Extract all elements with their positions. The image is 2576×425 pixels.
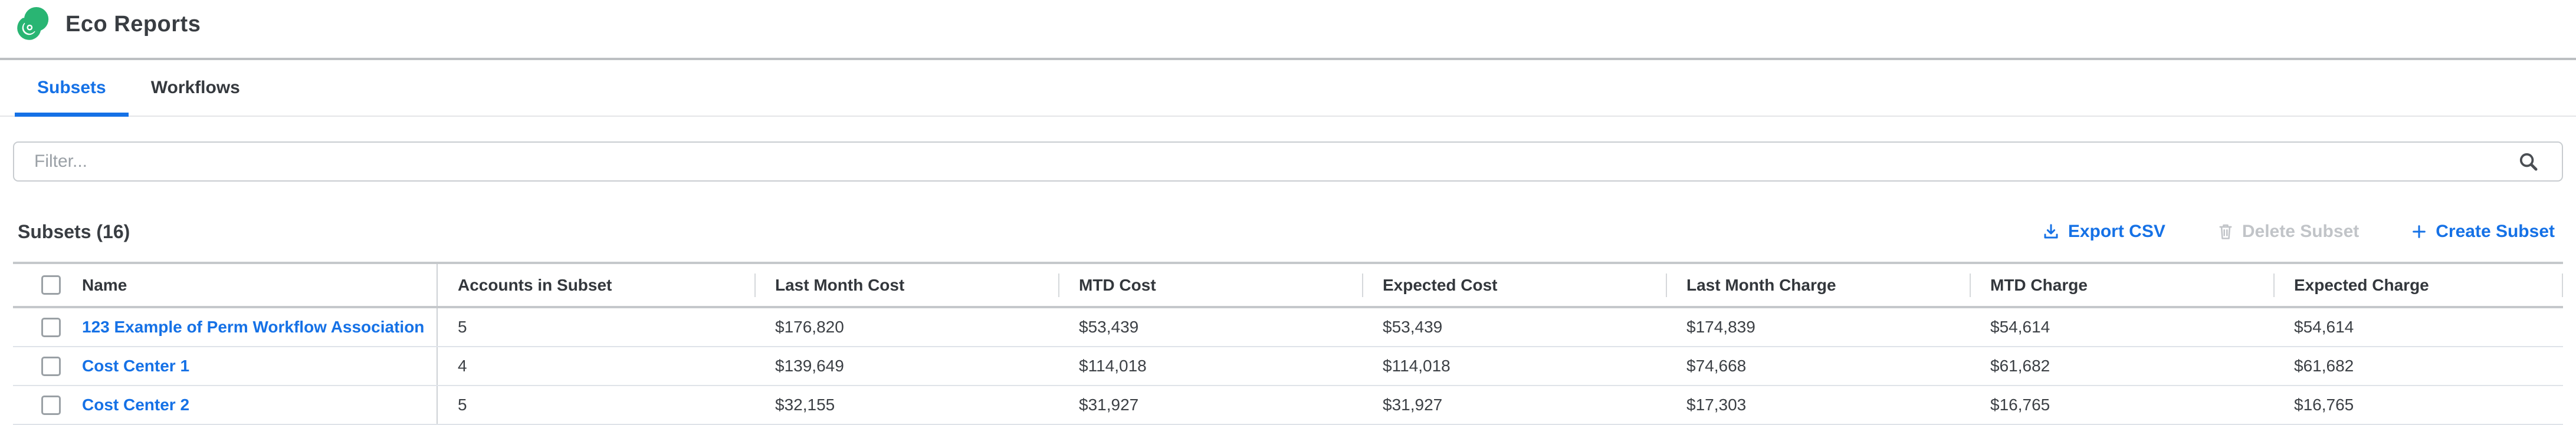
subsets-toolbar: Subsets (16) Export CSV Delete Subset Cr…	[18, 213, 2555, 250]
header-cell-last-month-cost: Last Month Cost	[755, 264, 1059, 306]
mtd-cost-cell: $53,439	[1079, 318, 1139, 336]
accounts-in-subset-cell: 5	[437, 308, 755, 346]
mtd-charge-cell: $61,682	[1990, 357, 2050, 375]
row-name-cell: 123 Example of Perm Workflow Association	[13, 308, 437, 346]
filter-bar	[13, 141, 2563, 182]
search-icon[interactable]	[2517, 150, 2539, 173]
plus-icon	[2413, 225, 2426, 238]
column-header-expected-cost: Expected Cost	[1383, 275, 1498, 294]
last-month-charge-cell: $74,668	[1686, 357, 1747, 375]
accounts-in-subset-cell: 4	[437, 347, 755, 385]
last-month-cost-cell: $139,649	[775, 357, 844, 375]
last-month-cost-cell: $176,820	[775, 318, 844, 336]
subset-name-link[interactable]: Cost Center 2	[82, 396, 190, 414]
last-month-charge-cell: $174,839	[1686, 318, 1755, 336]
last-month-charge-cell: $17,303	[1686, 396, 1747, 414]
header-cell-name: Name	[13, 264, 437, 306]
delete-subset-button[interactable]: Delete Subset	[2217, 222, 2359, 242]
row-name-cell: Cost Center 2	[13, 386, 437, 424]
mtd-cost-cell: $114,018	[1079, 357, 1147, 375]
create-subset-label: Create Subset	[2436, 222, 2555, 241]
subsets-count-title: Subsets (16)	[18, 220, 130, 242]
column-header-mtd-cost: MTD Cost	[1079, 275, 1156, 294]
last-month-cost-cell: $32,155	[775, 396, 835, 414]
export-csv-button[interactable]: Export CSV	[2042, 222, 2165, 242]
column-header-accounts-in-subset: Accounts in Subset	[458, 275, 612, 294]
page-title: Eco Reports	[65, 11, 201, 37]
create-subset-button[interactable]: Create Subset	[2411, 222, 2555, 242]
mtd-charge-cell: $54,614	[1990, 318, 2050, 336]
subset-name-link[interactable]: Cost Center 1	[82, 357, 190, 375]
tab-workflows[interactable]: Workflows	[129, 60, 262, 116]
column-header-expected-charge: Expected Charge	[2294, 275, 2429, 294]
accounts-in-subset-cell: 5	[437, 386, 755, 424]
expected-cost-cell: $31,927	[1383, 396, 1443, 414]
table-row: Cost Center 2 5 $32,155 $31,927 $31,927 …	[13, 386, 2563, 425]
table-row: 123 Example of Perm Workflow Association…	[13, 308, 2563, 347]
row-checkbox[interactable]	[41, 356, 61, 376]
expected-charge-cell: $61,682	[2294, 357, 2354, 375]
mtd-cost-cell: $31,927	[1079, 396, 1139, 414]
subset-name-link[interactable]: 123 Example of Perm Workflow Association	[82, 318, 425, 336]
eco-spot-logo-icon	[17, 6, 49, 40]
mtd-charge-cell: $16,765	[1990, 396, 2050, 414]
header-cell-expected-charge: Expected Charge	[2274, 264, 2563, 306]
row-checkbox[interactable]	[41, 317, 61, 337]
header-cell-accounts: Accounts in Subset	[437, 264, 755, 306]
trash-icon	[2219, 224, 2232, 239]
subsets-table: Name Accounts in Subset Last Month Cost …	[13, 262, 2563, 425]
expected-charge-cell: $16,765	[2294, 396, 2354, 414]
expected-cost-cell: $53,439	[1383, 318, 1443, 336]
column-header-last-month-cost: Last Month Cost	[775, 275, 905, 294]
expected-cost-cell: $114,018	[1383, 357, 1451, 375]
tab-bar: Subsets Workflows	[0, 60, 2576, 117]
header-cell-expected-cost: Expected Cost	[1363, 264, 1666, 306]
column-header-last-month-charge: Last Month Charge	[1686, 275, 1836, 294]
select-all-checkbox[interactable]	[41, 275, 61, 295]
tab-subsets[interactable]: Subsets	[15, 60, 129, 117]
table-header-row: Name Accounts in Subset Last Month Cost …	[13, 262, 2563, 308]
tab-subsets-label: Subsets	[37, 78, 106, 97]
header-cell-last-month-charge: Last Month Charge	[1666, 264, 1970, 306]
column-header-mtd-charge: MTD Charge	[1990, 275, 2088, 294]
tab-workflows-label: Workflows	[150, 78, 240, 97]
header-cell-mtd-charge: MTD Charge	[1970, 264, 2274, 306]
app-header: Eco Reports	[0, 0, 2576, 60]
header-cell-mtd-cost: MTD Cost	[1059, 264, 1363, 306]
export-csv-label: Export CSV	[2068, 222, 2165, 241]
filter-input[interactable]	[13, 141, 2563, 182]
expected-charge-cell: $54,614	[2294, 318, 2354, 336]
delete-subset-label: Delete Subset	[2242, 222, 2360, 241]
row-name-cell: Cost Center 1	[13, 347, 437, 385]
row-checkbox[interactable]	[41, 395, 61, 415]
table-row: Cost Center 1 4 $139,649 $114,018 $114,0…	[13, 347, 2563, 386]
column-header-name: Name	[82, 275, 127, 294]
download-icon	[2044, 224, 2058, 239]
